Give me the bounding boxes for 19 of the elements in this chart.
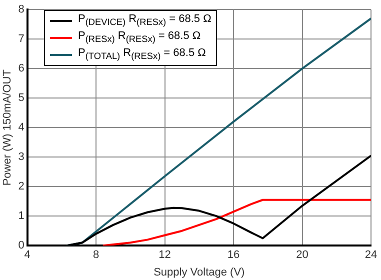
y-tick-label: 5: [18, 92, 24, 104]
x-tick-label: 16: [227, 249, 240, 262]
y-tick-label: 6: [18, 62, 24, 75]
y-axis-title: Power (W) 150mA/OUT: [2, 69, 14, 186]
legend-label: P$_{(TOTAL)}$ R$_{(RESx)}$ = 68.5 Ω: [78, 46, 206, 64]
y-tick-label: 8: [18, 4, 24, 16]
y-tick-label: 3: [18, 151, 24, 164]
x-axis-title: Supply Voltage (V): [154, 266, 245, 278]
y-tick-label: 2: [18, 180, 24, 193]
x-tick-label: 8: [92, 249, 100, 262]
y-tick-label: 4: [18, 122, 24, 134]
y-tick-label: 7: [18, 33, 24, 46]
y-tick-label: 0: [18, 240, 24, 252]
x-tick-label: 20: [296, 249, 308, 262]
x-tick-label: 12: [158, 249, 171, 262]
x-tick-label: 24: [364, 249, 378, 262]
legend-label: P$_{(DEVICE)}$ R$_{(RESx)}$ = 68.5 Ω: [78, 12, 212, 30]
legend-label: P$_{(RESx)}$ R$_{(RESx)}$ = 68.5 Ω: [78, 29, 201, 46]
y-tick-label: 1: [18, 210, 24, 222]
